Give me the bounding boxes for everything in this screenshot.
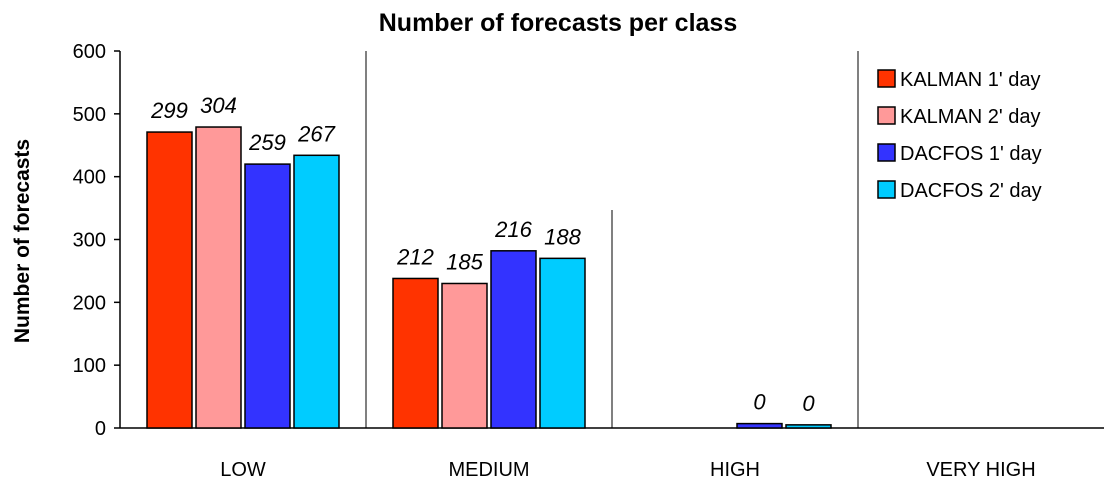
y-tick-label: 0	[95, 418, 106, 440]
legend-swatch	[877, 180, 896, 199]
y-tick-label: 400	[73, 167, 106, 189]
y-tick-label: 100	[73, 355, 106, 377]
data-label: 212	[396, 244, 434, 269]
legend-swatch	[877, 69, 896, 88]
data-label: 185	[446, 249, 483, 274]
bar	[736, 422, 783, 429]
bar	[539, 257, 586, 429]
legend-label: DACFOS 2' day	[900, 180, 1042, 202]
y-axis-label: Number of forecasts	[11, 139, 34, 343]
bars	[146, 126, 832, 429]
data-label: 259	[248, 130, 286, 155]
data-label: 188	[544, 224, 581, 249]
y-tick-label: 500	[73, 104, 106, 126]
data-label: 0	[802, 391, 815, 416]
legend-label: KALMAN 2' day	[900, 106, 1041, 128]
bar	[293, 154, 340, 429]
y-axis-ticks: 0 100 200 300 400 500 600	[73, 41, 120, 440]
legend-label: KALMAN 1' day	[900, 69, 1041, 91]
bar	[490, 250, 537, 429]
category-label: VERY HIGH	[926, 459, 1035, 481]
chart-title: Number of forecasts per class	[379, 9, 737, 37]
bar	[146, 131, 193, 429]
category-label: MEDIUM	[448, 459, 529, 481]
data-label: 216	[494, 217, 532, 242]
legend: KALMAN 1' day KALMAN 2' day DACFOS 1' day D…	[877, 69, 1042, 202]
bar	[244, 163, 291, 429]
data-labels: 299 304 259 267 212 185 216 188 0 0	[150, 93, 815, 416]
y-tick-label: 200	[73, 292, 106, 314]
bar	[392, 277, 439, 429]
legend-label: DACFOS 1' day	[900, 143, 1042, 165]
y-tick-label: 600	[73, 41, 106, 63]
category-label: HIGH	[710, 459, 760, 481]
data-label: 299	[150, 98, 188, 123]
legend-swatch	[877, 143, 896, 162]
category-separators	[365, 51, 859, 428]
legend-swatch	[877, 106, 896, 125]
data-label: 0	[753, 390, 766, 415]
bar	[785, 424, 832, 429]
data-label: 267	[297, 121, 335, 146]
y-tick-label: 300	[73, 230, 106, 252]
x-axis-categories: LOW MEDIUM HIGH VERY HIGH	[220, 459, 1035, 481]
data-label: 304	[200, 93, 237, 118]
category-label: LOW	[220, 459, 266, 481]
bar	[441, 282, 488, 429]
bar	[195, 126, 242, 429]
